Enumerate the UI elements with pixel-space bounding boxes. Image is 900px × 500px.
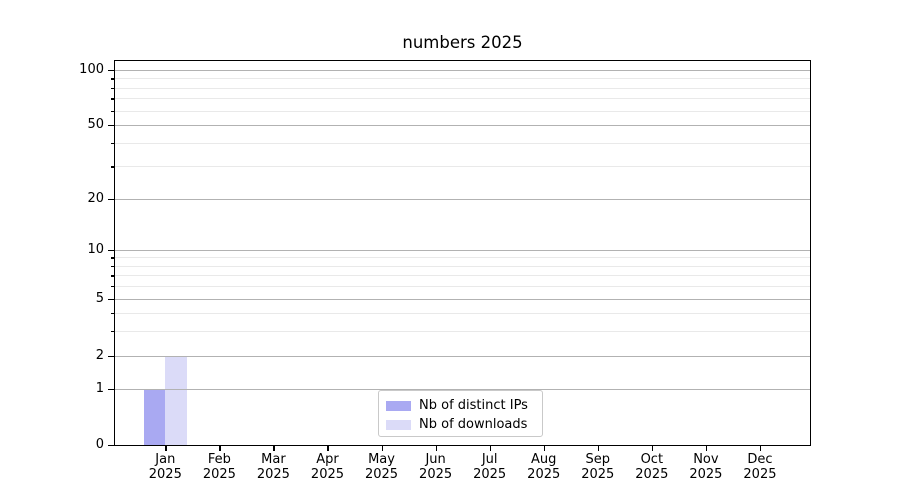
x-tick-mark <box>705 446 708 451</box>
y-tick-label: 10 <box>87 242 104 257</box>
y-minor-tick-mark <box>110 286 114 288</box>
y-tick-mark <box>108 70 114 72</box>
y-minor-tick-mark <box>110 98 114 100</box>
x-tick-mark <box>273 446 275 451</box>
x-tick-label-nov: Nov 2025 <box>689 452 723 482</box>
y-tick-mark <box>108 299 114 301</box>
y-tick-mark <box>108 250 114 252</box>
y-tick-mark <box>108 125 114 127</box>
y-tick-label: 0 <box>95 437 104 452</box>
y-minor-tick-mark <box>110 275 114 277</box>
y-tick-label: 20 <box>87 191 104 206</box>
x-tick-mark <box>543 446 546 451</box>
y-minor-tick-mark <box>110 257 114 259</box>
x-tick-label-dec: Dec 2025 <box>743 452 777 482</box>
y-tick-mark <box>108 199 114 201</box>
x-tick-label-oct: Oct 2025 <box>635 452 669 482</box>
bar-nb-of-downloads-jan <box>165 356 187 445</box>
y-minor-tick-mark <box>110 330 114 333</box>
x-tick-mark <box>381 446 383 451</box>
legend-swatch-downloads <box>386 419 411 430</box>
legend-swatch-distinct-ips <box>386 400 411 411</box>
x-tick-mark <box>597 446 600 451</box>
x-tick-mark <box>651 446 654 451</box>
legend-label-distinct-ips: Nb of distinct IPs <box>419 397 528 413</box>
x-tick-label-feb: Feb 2025 <box>202 452 236 482</box>
x-tick-label-sep: Sep 2025 <box>581 452 615 482</box>
chart-title: numbers 2025 <box>402 33 523 52</box>
x-tick-label-jan: Jan 2025 <box>148 452 182 482</box>
x-tick-mark <box>435 446 437 451</box>
y-tick-mark <box>108 356 114 358</box>
legend-item-distinct-ips: Nb of distinct IPs <box>386 396 534 415</box>
y-tick-mark <box>108 389 114 391</box>
x-tick-label-aug: Aug 2025 <box>527 452 561 482</box>
y-tick-label: 1 <box>95 381 104 396</box>
x-tick-label-may: May 2025 <box>364 452 399 482</box>
y-minor-tick-mark <box>110 110 114 112</box>
legend-label-downloads: Nb of downloads <box>419 416 528 432</box>
x-tick-label-apr: Apr 2025 <box>310 452 345 482</box>
x-tick-label-jun: Jun 2025 <box>419 452 453 482</box>
y-tick-label: 5 <box>95 291 104 306</box>
y-minor-tick-mark <box>110 265 114 268</box>
legend: Nb of distinct IPs Nb of downloads <box>378 390 543 437</box>
y-minor-tick-mark <box>110 78 114 80</box>
y-minor-tick-mark <box>110 143 114 145</box>
x-tick-mark <box>327 446 329 451</box>
y-tick-mark <box>108 445 114 447</box>
bar-nb-of-distinct-ips-jan <box>143 389 166 445</box>
x-tick-label-jul: Jul 2025 <box>473 452 507 482</box>
plot-area <box>114 60 811 446</box>
y-tick-label: 100 <box>79 62 104 77</box>
y-minor-tick-mark <box>110 312 114 315</box>
y-tick-label: 50 <box>87 117 104 132</box>
x-tick-mark <box>489 446 491 451</box>
x-tick-mark <box>165 446 167 451</box>
x-tick-mark <box>759 446 762 451</box>
x-tick-mark <box>219 446 221 451</box>
y-tick-label: 2 <box>95 348 104 363</box>
y-minor-tick-mark <box>110 87 114 89</box>
y-minor-tick-mark <box>110 166 114 168</box>
x-tick-label-mar: Mar 2025 <box>256 452 290 482</box>
legend-item-downloads: Nb of downloads <box>386 415 534 434</box>
